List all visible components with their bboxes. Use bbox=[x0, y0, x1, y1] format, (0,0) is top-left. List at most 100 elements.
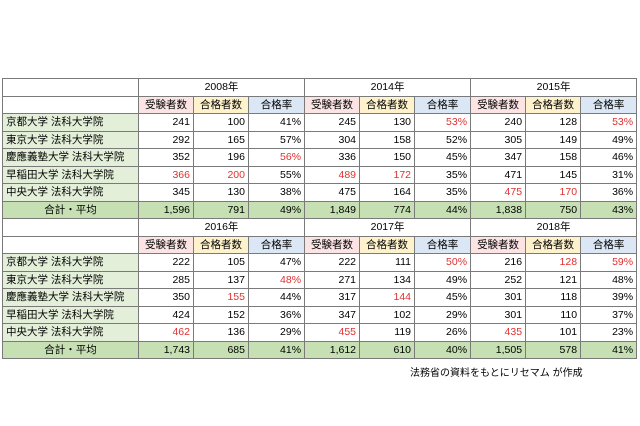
total-cell: 1,505 bbox=[470, 340, 527, 359]
data-cell: 36% bbox=[580, 183, 638, 202]
data-cell: 424 bbox=[138, 305, 194, 324]
data-cell: 158 bbox=[359, 130, 416, 149]
data-cell: 57% bbox=[247, 130, 306, 149]
data-cell: 59% bbox=[580, 253, 638, 272]
table-row: 中央大学 法科大学院 345 130 38% 475 164 35% 475 170 36% bbox=[2, 183, 638, 202]
pass-rate-header: 合格率 bbox=[580, 235, 638, 254]
corner-cell bbox=[2, 235, 139, 254]
column-header-row: 受験者数 合格者数 合格率 受験者数 合格者数 合格率 受験者数 合格者数 合格率 bbox=[2, 235, 638, 254]
applicants-header: 受験者数 bbox=[138, 235, 194, 254]
data-cell: 347 bbox=[470, 148, 527, 167]
data-cell: 35% bbox=[414, 183, 472, 202]
pass-rate-header: 合格率 bbox=[247, 235, 306, 254]
school-name: 京都大学 法科大学院 bbox=[2, 113, 139, 132]
school-name: 中央大学 法科大学院 bbox=[2, 323, 139, 342]
table-row: 京都大学 法科大学院 222 105 47% 222 111 50% 216 128 59% bbox=[2, 253, 638, 272]
total-cell: 1,743 bbox=[138, 340, 194, 359]
passers-header: 合格者数 bbox=[193, 235, 249, 254]
data-cell: 475 bbox=[470, 183, 527, 202]
data-cell: 128 bbox=[525, 113, 582, 132]
data-cell: 48% bbox=[247, 270, 306, 289]
total-cell: 41% bbox=[580, 340, 638, 359]
data-cell: 222 bbox=[304, 253, 361, 272]
data-cell: 105 bbox=[193, 253, 249, 272]
corner-cell bbox=[2, 78, 139, 97]
data-cell: 137 bbox=[193, 270, 249, 289]
data-cell: 271 bbox=[304, 270, 361, 289]
data-cell: 45% bbox=[414, 288, 472, 307]
table-row: 早稲田大学 法科大学院 366 200 55% 489 172 35% 471 145 31% bbox=[2, 165, 638, 184]
total-cell: 750 bbox=[525, 200, 582, 219]
data-cell: 101 bbox=[525, 323, 582, 342]
data-cell: 38% bbox=[247, 183, 306, 202]
data-cell: 352 bbox=[138, 148, 194, 167]
data-cell: 119 bbox=[359, 323, 416, 342]
data-cell: 350 bbox=[138, 288, 194, 307]
data-cell: 23% bbox=[580, 323, 638, 342]
year-header: 2014年 bbox=[304, 78, 472, 97]
applicants-header: 受験者数 bbox=[470, 235, 527, 254]
school-name: 東京大学 法科大学院 bbox=[2, 270, 139, 289]
data-cell: 158 bbox=[525, 148, 582, 167]
total-label: 合計・平均 bbox=[2, 200, 139, 219]
year-header-row: 2016年 2017年 2018年 bbox=[2, 218, 638, 237]
passers-header: 合格者数 bbox=[359, 235, 416, 254]
data-cell: 301 bbox=[470, 288, 527, 307]
data-cell: 305 bbox=[470, 130, 527, 149]
data-cell: 53% bbox=[580, 113, 638, 132]
data-cell: 200 bbox=[193, 165, 249, 184]
data-cell: 222 bbox=[138, 253, 194, 272]
pass-rate-header: 合格率 bbox=[414, 235, 472, 254]
year-header: 2017年 bbox=[304, 218, 472, 237]
data-cell: 31% bbox=[580, 165, 638, 184]
applicants-header: 受験者数 bbox=[138, 95, 194, 114]
data-cell: 130 bbox=[193, 183, 249, 202]
data-cell: 252 bbox=[470, 270, 527, 289]
data-cell: 136 bbox=[193, 323, 249, 342]
total-cell: 41% bbox=[247, 340, 306, 359]
data-cell: 164 bbox=[359, 183, 416, 202]
data-cell: 144 bbox=[359, 288, 416, 307]
total-cell: 774 bbox=[359, 200, 416, 219]
data-cell: 462 bbox=[138, 323, 194, 342]
passers-header: 合格者数 bbox=[359, 95, 416, 114]
data-cell: 155 bbox=[193, 288, 249, 307]
data-cell: 152 bbox=[193, 305, 249, 324]
data-cell: 110 bbox=[525, 305, 582, 324]
pass-rate-header: 合格率 bbox=[414, 95, 472, 114]
data-cell: 49% bbox=[580, 130, 638, 149]
school-name: 早稲田大学 法科大学院 bbox=[2, 305, 139, 324]
data-cell: 118 bbox=[525, 288, 582, 307]
school-name: 早稲田大学 法科大学院 bbox=[2, 165, 139, 184]
data-cell: 241 bbox=[138, 113, 194, 132]
data-cell: 216 bbox=[470, 253, 527, 272]
data-cell: 45% bbox=[414, 148, 472, 167]
data-cell: 475 bbox=[304, 183, 361, 202]
passers-header: 合格者数 bbox=[525, 95, 582, 114]
pass-rate-header: 合格率 bbox=[247, 95, 306, 114]
data-cell: 471 bbox=[470, 165, 527, 184]
data-cell: 347 bbox=[304, 305, 361, 324]
school-name: 京都大学 法科大学院 bbox=[2, 253, 139, 272]
data-cell: 172 bbox=[359, 165, 416, 184]
data-cell: 52% bbox=[414, 130, 472, 149]
data-cell: 150 bbox=[359, 148, 416, 167]
pass-rate-header: 合格率 bbox=[580, 95, 638, 114]
applicants-header: 受験者数 bbox=[304, 235, 361, 254]
table-body: 2008年 2014年 2015年 受験者数 合格者数 合格率 受験者数 合格者数 合格率 受験者… bbox=[2, 78, 638, 359]
data-cell: 47% bbox=[247, 253, 306, 272]
data-cell: 196 bbox=[193, 148, 249, 167]
data-cell: 50% bbox=[414, 253, 472, 272]
data-cell: 48% bbox=[580, 270, 638, 289]
data-cell: 36% bbox=[247, 305, 306, 324]
data-cell: 35% bbox=[414, 165, 472, 184]
data-cell: 55% bbox=[247, 165, 306, 184]
data-cell: 26% bbox=[414, 323, 472, 342]
data-cell: 366 bbox=[138, 165, 194, 184]
data-cell: 134 bbox=[359, 270, 416, 289]
total-cell: 1,612 bbox=[304, 340, 361, 359]
corner-cell bbox=[2, 218, 139, 237]
passers-header: 合格者数 bbox=[525, 235, 582, 254]
school-name: 慶應義塾大学 法科大学院 bbox=[2, 148, 139, 167]
school-name: 東京大学 法科大学院 bbox=[2, 130, 139, 149]
